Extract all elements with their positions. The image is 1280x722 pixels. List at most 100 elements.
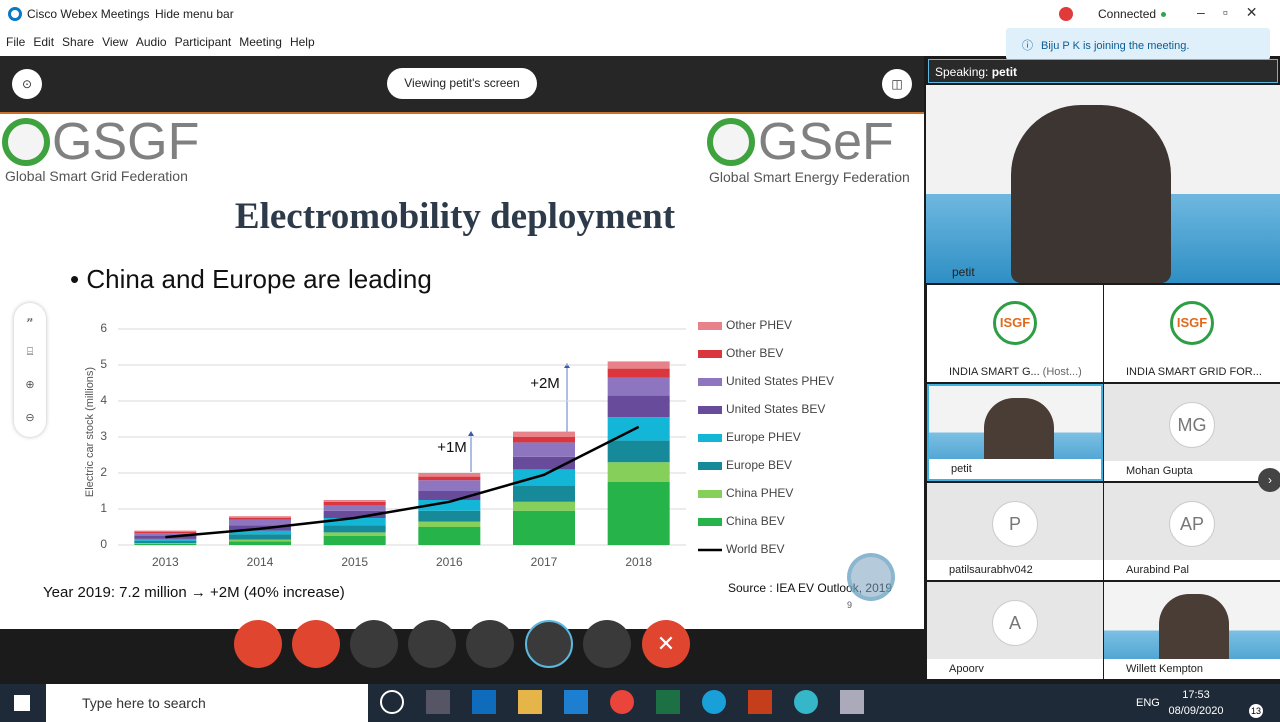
participant-name: INDIA SMART GRID FOR... — [1126, 366, 1262, 378]
menu-item[interactable]: Share — [62, 35, 95, 49]
bar-segment — [323, 500, 386, 502]
bar-segment — [607, 462, 670, 482]
legend-label: China BEV — [726, 514, 785, 528]
control-bar — [0, 630, 924, 684]
tile-caption: INDIA SMART GRID FOR... — [1104, 362, 1280, 382]
y-tick-label: 4 — [100, 393, 107, 407]
app-icon[interactable] — [656, 690, 680, 714]
legend-label: Other BEV — [726, 346, 783, 360]
notification-badge[interactable]: 13 — [1249, 704, 1263, 718]
info-button[interactable]: ⊙ — [12, 69, 42, 99]
notification-text: Biju P K is joining the meeting. — [1041, 40, 1190, 52]
bar-segment — [229, 519, 291, 526]
search-box[interactable]: Type here to search — [46, 684, 368, 722]
video-button[interactable] — [292, 620, 340, 668]
tile-caption: Apoorv — [927, 659, 1103, 679]
avatar: MG — [1169, 402, 1215, 448]
legend-swatch — [698, 406, 722, 414]
mute-button[interactable] — [234, 620, 282, 668]
bar-segment — [323, 505, 386, 511]
participants-button[interactable] — [466, 620, 514, 668]
participant-name: INDIA SMART G... — [949, 366, 1040, 378]
layout-button[interactable]: ◫ — [882, 69, 912, 99]
bar-segment — [513, 510, 575, 545]
logo-right-name: Global Smart Energy Federation — [709, 169, 910, 185]
app-icon[interactable] — [794, 690, 818, 714]
bar-segment — [134, 533, 197, 536]
avatar: A — [992, 600, 1038, 646]
participant-tile: ISGF INDIA SMART G... (Host...) — [927, 285, 1103, 382]
legend-swatch — [698, 350, 722, 358]
y-tick-label: 3 — [100, 429, 107, 443]
participant-name: Mohan Gupta — [1126, 465, 1193, 477]
pointer — [847, 553, 895, 601]
app-icon[interactable] — [840, 690, 864, 714]
app-title: Cisco Webex Meetings — [27, 7, 150, 21]
viewing-label: Viewing petit's screen — [387, 68, 537, 99]
bar-segment — [418, 491, 481, 500]
menu-item[interactable]: Audio — [135, 35, 167, 49]
app-icon[interactable] — [564, 690, 588, 714]
bar-segment — [134, 531, 197, 534]
tile-caption: Mohan Gupta — [1104, 461, 1280, 481]
notification: ⓘ Biju P K is joining the meeting. — [1006, 28, 1270, 60]
next-arrow[interactable]: › — [1258, 468, 1280, 492]
share-button[interactable] — [350, 620, 398, 668]
bar-segment — [607, 395, 670, 418]
avatar: P — [992, 501, 1038, 547]
menu-item[interactable]: Edit — [33, 35, 55, 49]
record-button[interactable] — [408, 620, 456, 668]
app-icon[interactable] — [426, 690, 450, 714]
leave-button[interactable]: ✕ — [642, 620, 690, 668]
more-button[interactable] — [583, 620, 631, 668]
clock-time: 17:53 — [1182, 689, 1210, 701]
x-tick-label: 2016 — [436, 555, 463, 569]
main-video: petit — [926, 85, 1280, 283]
app-icon[interactable] — [610, 690, 634, 714]
participant-tile: AP Aurabind Pal — [1104, 483, 1280, 580]
bar-segment — [134, 543, 197, 545]
legend-swatch — [698, 378, 722, 386]
annotation: +1M — [437, 439, 467, 456]
app-icon — [8, 7, 22, 21]
start-button[interactable] — [14, 695, 30, 711]
status-dot — [1161, 12, 1166, 17]
logo: ISGF — [993, 301, 1037, 345]
menu-item[interactable]: File — [6, 35, 26, 49]
slide-footnote: Year 2019: 7.2 million → +2M (40% increa… — [43, 584, 345, 601]
legend-label: Europe PHEV — [726, 430, 801, 444]
participant-tile: ISGF INDIA SMART GRID FOR... — [1104, 285, 1280, 382]
speaking-bar: Speaking: petit — [928, 59, 1278, 83]
app-icon[interactable] — [380, 690, 404, 714]
participant-name: Aurabind Pal — [1126, 564, 1189, 576]
app-icon[interactable] — [702, 690, 726, 714]
x-tick-label: 2017 — [531, 555, 558, 569]
chart: Electric car stock (millions) +1M +2M 0 1… — [84, 318, 834, 569]
menu-item[interactable]: View — [102, 35, 128, 49]
y-tick-label: 0 — [100, 537, 107, 551]
menu-item[interactable]: Meeting — [239, 35, 282, 49]
bar-segment — [134, 530, 197, 532]
menu-item[interactable]: Participant — [174, 35, 232, 49]
app-icon[interactable] — [472, 690, 496, 714]
app-icon[interactable] — [748, 690, 772, 714]
app-icon[interactable] — [518, 690, 542, 714]
bar-segment — [229, 518, 291, 520]
bar-segment — [229, 539, 291, 542]
menu-item[interactable]: Help — [289, 35, 315, 49]
annotation: +2M — [530, 375, 560, 392]
bar-segment — [229, 516, 291, 518]
legend-label: Other PHEV — [726, 318, 792, 332]
hide-menu[interactable]: Hide menu bar — [155, 7, 234, 21]
tile-caption: Aurabind Pal — [1104, 560, 1280, 580]
tile-caption: INDIA SMART G... (Host...) — [927, 362, 1103, 382]
participant-name: petit — [951, 463, 972, 475]
bar-segment — [607, 368, 670, 378]
window-controls[interactable]: –▫✕ — [1197, 4, 1276, 20]
bar-segment — [323, 510, 386, 518]
x-tick-label: 2014 — [247, 555, 274, 569]
chat-button[interactable] — [525, 620, 573, 668]
legend-label: United States BEV — [726, 402, 825, 416]
